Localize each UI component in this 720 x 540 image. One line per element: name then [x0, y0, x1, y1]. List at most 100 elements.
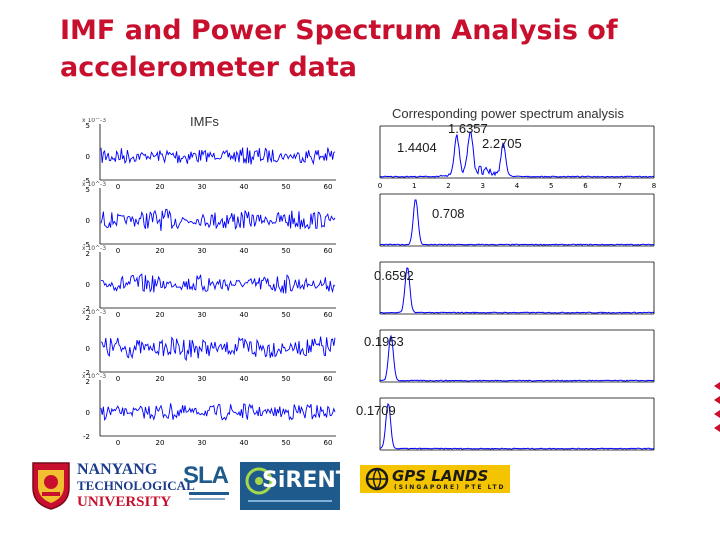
ntu-crest-icon [32, 462, 70, 510]
psd-spectrum-trace [379, 131, 655, 178]
psd-spectrum-trace [380, 267, 655, 314]
peak-label-6: 0.1953 [364, 334, 404, 349]
ntu-name-line-3: UNIVERSITY [77, 494, 172, 510]
psd-x-tick-label: 2 [446, 182, 450, 190]
imfs-label: IMFs [190, 114, 219, 129]
ntu-name-line-1: NANYANG [77, 461, 158, 478]
psd-x-tick-label: 8 [652, 182, 656, 190]
psd-x-tick-label: 3 [481, 182, 485, 190]
imf-x-tick-label: 30 [198, 439, 207, 447]
imf-exponent-label: x 10^-3 [82, 181, 106, 188]
imf-y-tick-label: 0 [86, 153, 90, 161]
psd-x-tick-label: 6 [583, 182, 588, 190]
imf-x-tick-label: 50 [282, 439, 291, 447]
peak-label-4: 0.708 [432, 206, 465, 221]
slide-title: IMF and Power Spectrum Analysis of accel… [60, 12, 700, 86]
imf-x-tick-label: 60 [324, 183, 333, 191]
satellite-dish-icon [245, 467, 273, 495]
imf-y-tick-label: 0 [86, 217, 90, 225]
imf-x-tick-label: 20 [156, 183, 165, 191]
imf-signal-trace [100, 273, 336, 294]
imf-y-tick-label: 0 [86, 345, 90, 353]
partial-logo-edge [714, 382, 720, 432]
ntu-name-line-2: TECHNOLOGICAL [77, 478, 195, 493]
sla-underline [189, 492, 229, 495]
slide-title-line-2: accelerometer data [60, 52, 358, 83]
psd-spectrum-trace [380, 199, 655, 246]
imf-y-tick-label: 5 [86, 122, 90, 130]
imf-x-tick-label: 40 [240, 375, 249, 383]
imf-x-tick-label: 30 [198, 375, 207, 383]
imf-x-tick-label: 40 [240, 183, 249, 191]
imf-x-tick-label: 30 [198, 183, 207, 191]
peak-label-7: 0.1709 [356, 403, 396, 418]
sirent-text: SiRENT [262, 468, 351, 493]
imf-x-tick-label: 40 [240, 439, 249, 447]
gps-lands-text: GPS LANDS [392, 467, 489, 485]
imf-x-tick-label: 30 [198, 311, 207, 319]
imf-y-tick-label: -2 [83, 369, 90, 377]
imf-y-tick-label: -2 [83, 433, 90, 441]
psd-label: Corresponding power spectrum analysis [392, 106, 624, 121]
imf-signal-trace [100, 403, 336, 421]
imf-y-tick-label: -5 [83, 177, 90, 185]
sirent-tagline-line [248, 500, 332, 502]
imf-y-tick-label: 2 [86, 314, 90, 322]
peak-label-2: 2.2705 [482, 136, 522, 151]
imf-y-tick-label: 5 [86, 186, 90, 194]
sla-logo: SLA [183, 462, 235, 510]
imf-signal-trace [100, 147, 336, 166]
sla-subline [189, 498, 225, 500]
imf-y-tick-label: -2 [83, 305, 90, 313]
imf-x-tick-label: 50 [282, 375, 291, 383]
imf-x-tick-label: 50 [282, 311, 291, 319]
gps-lands-subtext: (SINGAPORE) PTE LTD [394, 484, 506, 491]
imf-x-tick-label: 0 [116, 183, 120, 191]
imf-x-tick-label: 20 [156, 247, 165, 255]
imf-exponent-label: x 10^-3 [82, 373, 106, 380]
slide-title-line-1: IMF and Power Spectrum Analysis of [60, 15, 618, 46]
imf-x-tick-label: 0 [116, 311, 120, 319]
imf-x-tick-label: 60 [324, 375, 333, 383]
imf-x-tick-label: 60 [324, 439, 333, 447]
imf-exponent-label: x 10^-3 [82, 245, 106, 252]
peak-label-1: 1.6357 [448, 121, 488, 136]
gps-globe-icon [365, 467, 389, 491]
peak-label-3: 1.4404 [397, 140, 437, 155]
peak-label-5: 0.6592 [374, 268, 414, 283]
psd-x-tick-label: 5 [549, 182, 553, 190]
imf-x-tick-label: 50 [282, 247, 291, 255]
imf-exponent-label: x 10^-3 [82, 118, 106, 124]
imf-y-tick-label: 2 [86, 250, 90, 258]
imf-x-tick-label: 20 [156, 375, 165, 383]
imf-x-tick-label: 20 [156, 439, 165, 447]
imf-exponent-label: x 10^-3 [82, 309, 106, 316]
psd-spectrum-trace [379, 402, 655, 450]
sla-text: SLA [183, 462, 229, 489]
power-spectrum-plots: 0 1 2 3 4 5 6 7 8 [378, 125, 656, 451]
psd-x-tick-label: 0 [378, 182, 382, 190]
imf-signal-trace [100, 208, 336, 231]
imf-x-tick-label: 30 [198, 247, 207, 255]
imf-x-tick-label: 0 [116, 439, 120, 447]
imf-y-tick-label: 0 [86, 281, 90, 289]
imf-x-tick-label: 60 [324, 247, 333, 255]
imf-x-tick-label: 40 [240, 311, 249, 319]
gps-lands-logo: GPS LANDS (SINGAPORE) PTE LTD [360, 465, 510, 493]
imf-x-tick-label: 40 [240, 247, 249, 255]
imf-x-tick-label: 50 [282, 183, 291, 191]
imf-signal-trace [100, 336, 336, 362]
psd-x-tick-label: 7 [618, 182, 622, 190]
psd-x-tick-label: 1 [412, 182, 416, 190]
imf-x-tick-label: 20 [156, 311, 165, 319]
psd-x-tick-label: 4 [515, 182, 520, 190]
psd-spectrum-trace [379, 334, 655, 382]
ntu-logo: NANYANG TECHNOLOGICAL UNIVERSITY [30, 460, 195, 512]
imf-x-tick-label: 0 [116, 247, 120, 255]
imf-y-tick-label: 0 [86, 409, 90, 417]
imf-x-tick-label: 0 [116, 375, 120, 383]
imf-x-tick-label: 60 [324, 311, 333, 319]
sirent-logo: SiRENT [240, 462, 351, 510]
imf-y-tick-label: 2 [86, 378, 90, 386]
